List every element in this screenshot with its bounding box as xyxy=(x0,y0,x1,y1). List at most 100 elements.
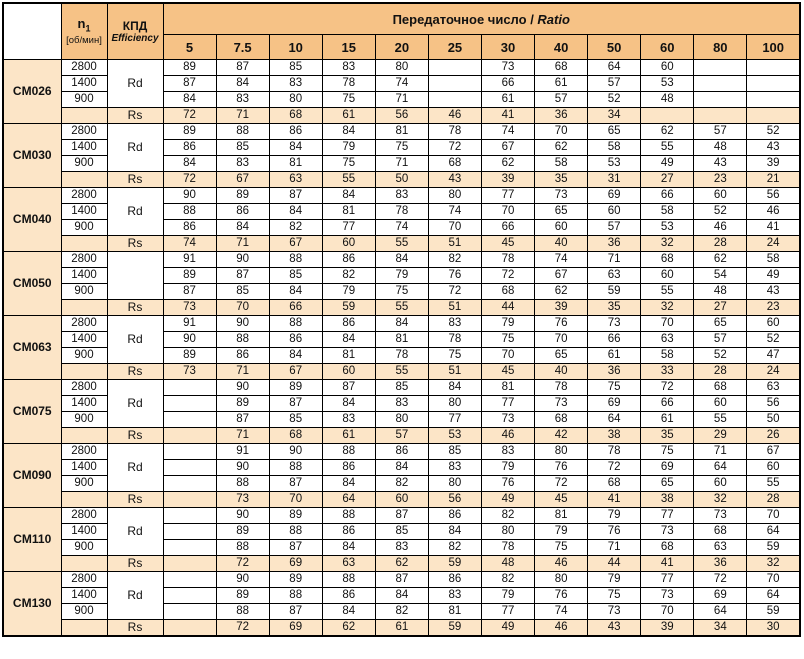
efficiency-value xyxy=(162,539,217,556)
efficiency-value: 73 xyxy=(640,587,695,604)
efficiency-value: 48 xyxy=(480,555,536,572)
efficiency-value: 71 xyxy=(587,251,642,268)
efficiency-value: 87 xyxy=(374,571,429,588)
efficiency-value: 65 xyxy=(693,315,748,332)
efficiency-value: 91 xyxy=(215,443,270,460)
efficiency-value: 70 xyxy=(480,347,536,364)
rs-label: Rs xyxy=(106,555,164,572)
efficiency-value: 80 xyxy=(534,571,589,588)
efficiency-value: 61 xyxy=(587,347,642,364)
efficiency-value: 83 xyxy=(215,91,270,108)
efficiency-value: 51 xyxy=(427,299,482,316)
rd-label: Rd xyxy=(106,315,164,364)
model-name: CM040 xyxy=(2,187,62,252)
rpm-value: 900 xyxy=(60,539,108,556)
efficiency-value: 87 xyxy=(215,267,270,284)
efficiency-value: 75 xyxy=(321,91,376,108)
efficiency-value: 86 xyxy=(374,443,429,460)
ratio-column-header: 80 xyxy=(693,34,748,60)
efficiency-value: 78 xyxy=(321,75,376,92)
efficiency-value: 34 xyxy=(693,619,748,637)
efficiency-value: 64 xyxy=(321,491,376,508)
rpm-value: 2800 xyxy=(60,507,108,524)
efficiency-value xyxy=(162,475,217,492)
efficiency-value: 84 xyxy=(374,587,429,604)
efficiency-value: 68 xyxy=(587,475,642,492)
efficiency-value: 62 xyxy=(374,555,429,572)
efficiency-value: 56 xyxy=(746,395,801,412)
rs-row: Rs 71 68 61 57 53 46 42 38 35 29 26 xyxy=(3,427,801,444)
efficiency-value: 86 xyxy=(427,571,482,588)
efficiency-value: 58 xyxy=(746,251,801,268)
efficiency-value: 66 xyxy=(480,219,536,236)
efficiency-value: 86 xyxy=(268,331,323,348)
efficiency-value: 65 xyxy=(587,123,642,140)
efficiency-value: 74 xyxy=(162,235,217,252)
rs-row: Rs 73 71 67 60 55 51 45 40 36 33 28 24 xyxy=(3,363,801,380)
efficiency-value: 69 xyxy=(693,587,748,604)
efficiency-value: 72 xyxy=(427,283,482,300)
efficiency-value: 45 xyxy=(480,363,536,380)
efficiency-value: 56 xyxy=(746,187,801,204)
efficiency-value: 69 xyxy=(268,619,323,637)
efficiency-value xyxy=(746,59,801,76)
efficiency-value: 78 xyxy=(480,251,536,268)
rpm-row: 1400 89 88 86 85 84 80 79 76 73 68 64 xyxy=(3,523,801,540)
efficiency-value: 88 xyxy=(268,459,323,476)
efficiency-value: 36 xyxy=(693,555,748,572)
efficiency-value: 73 xyxy=(587,603,642,620)
efficiency-value: 46 xyxy=(534,619,589,637)
efficiency-value: 84 xyxy=(162,91,217,108)
rd-label: Rd xyxy=(106,507,164,556)
efficiency-value: 80 xyxy=(480,523,536,540)
rpm-value: 2800 xyxy=(60,379,108,396)
efficiency-value: 58 xyxy=(587,139,642,156)
efficiency-value: 52 xyxy=(746,331,801,348)
efficiency-value: 81 xyxy=(374,331,429,348)
efficiency-value: 83 xyxy=(268,75,323,92)
efficiency-value: 90 xyxy=(268,443,323,460)
ratio-column-header: 5 xyxy=(162,34,217,60)
efficiency-value: 91 xyxy=(162,251,217,268)
rpm-value: 900 xyxy=(60,91,108,108)
rpm-value: 900 xyxy=(60,603,108,620)
rs-row: Rs 72 71 68 61 56 46 41 36 34 xyxy=(3,107,801,124)
efficiency-value: 78 xyxy=(374,203,429,220)
efficiency-value: 76 xyxy=(427,267,482,284)
efficiency-value: 86 xyxy=(268,123,323,140)
efficiency-value: 91 xyxy=(162,315,217,332)
efficiency-value: 78 xyxy=(480,539,536,556)
efficiency-value: 57 xyxy=(374,427,429,444)
efficiency-value: 68 xyxy=(268,107,323,124)
efficiency-value xyxy=(693,75,748,92)
efficiency-value: 70 xyxy=(746,507,801,524)
efficiency-value: 82 xyxy=(321,267,376,284)
efficiency-value: 84 xyxy=(374,459,429,476)
efficiency-value: 74 xyxy=(534,603,589,620)
rpm-value: 2800 xyxy=(60,251,108,268)
rpm-row: 900 87 85 84 79 75 72 68 62 59 55 48 43 xyxy=(3,283,801,300)
efficiency-value: 23 xyxy=(693,171,748,188)
efficiency-value: 80 xyxy=(427,475,482,492)
efficiency-value: 75 xyxy=(321,155,376,172)
efficiency-value xyxy=(162,603,217,620)
rpm-value: 900 xyxy=(60,411,108,428)
efficiency-value: 63 xyxy=(268,171,323,188)
efficiency-value xyxy=(693,59,748,76)
efficiency-value: 84 xyxy=(321,475,376,492)
efficiency-value: 61 xyxy=(321,427,376,444)
rs-spacer xyxy=(60,363,108,380)
efficiency-value: 76 xyxy=(480,475,536,492)
rpm-row: CM110 2800 Rd 90 89 88 87 86 82 81 79 77 73 70 xyxy=(2,507,801,572)
efficiency-value: 88 xyxy=(268,523,323,540)
corner-cell xyxy=(2,2,62,60)
efficiency-value xyxy=(640,107,695,124)
efficiency-value: 47 xyxy=(746,347,801,364)
efficiency-value: 60 xyxy=(693,187,748,204)
efficiency-value: 88 xyxy=(162,203,217,220)
efficiency-value: 32 xyxy=(640,299,695,316)
efficiency-value: 60 xyxy=(746,315,801,332)
efficiency-value: 88 xyxy=(215,331,270,348)
efficiency-value: 64 xyxy=(693,603,748,620)
efficiency-value: 86 xyxy=(321,523,376,540)
